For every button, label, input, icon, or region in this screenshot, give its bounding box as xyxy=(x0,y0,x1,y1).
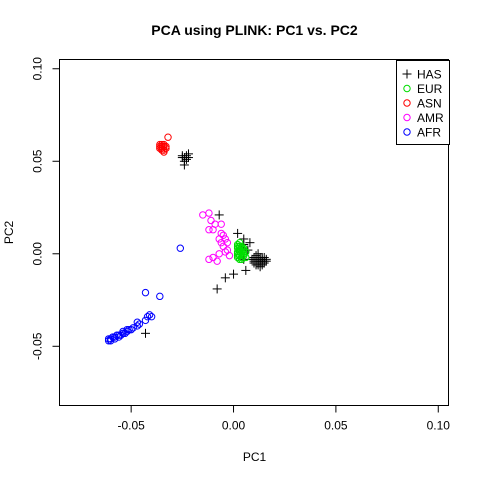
legend-label: AMR xyxy=(417,111,444,125)
y-tick-label: -0.05 xyxy=(31,332,45,360)
legend-label: HAS xyxy=(417,68,442,82)
y-axis-label: PC2 xyxy=(2,221,16,245)
y-tick-label: 0.10 xyxy=(31,57,45,81)
x-axis-label: PC1 xyxy=(243,450,267,464)
legend-label: EUR xyxy=(417,82,443,96)
legend-label: ASN xyxy=(417,97,442,111)
x-tick-label: 0.00 xyxy=(222,419,246,433)
y-tick-label: 0.05 xyxy=(31,149,45,173)
x-tick-label: 0.10 xyxy=(427,419,451,433)
x-tick-label: -0.05 xyxy=(117,419,145,433)
y-tick-label: 0.00 xyxy=(31,242,45,266)
x-tick-label: 0.05 xyxy=(324,419,348,433)
chart-title: PCA using PLINK: PC1 vs. PC2 xyxy=(151,22,358,38)
legend-label: AFR xyxy=(417,126,441,140)
